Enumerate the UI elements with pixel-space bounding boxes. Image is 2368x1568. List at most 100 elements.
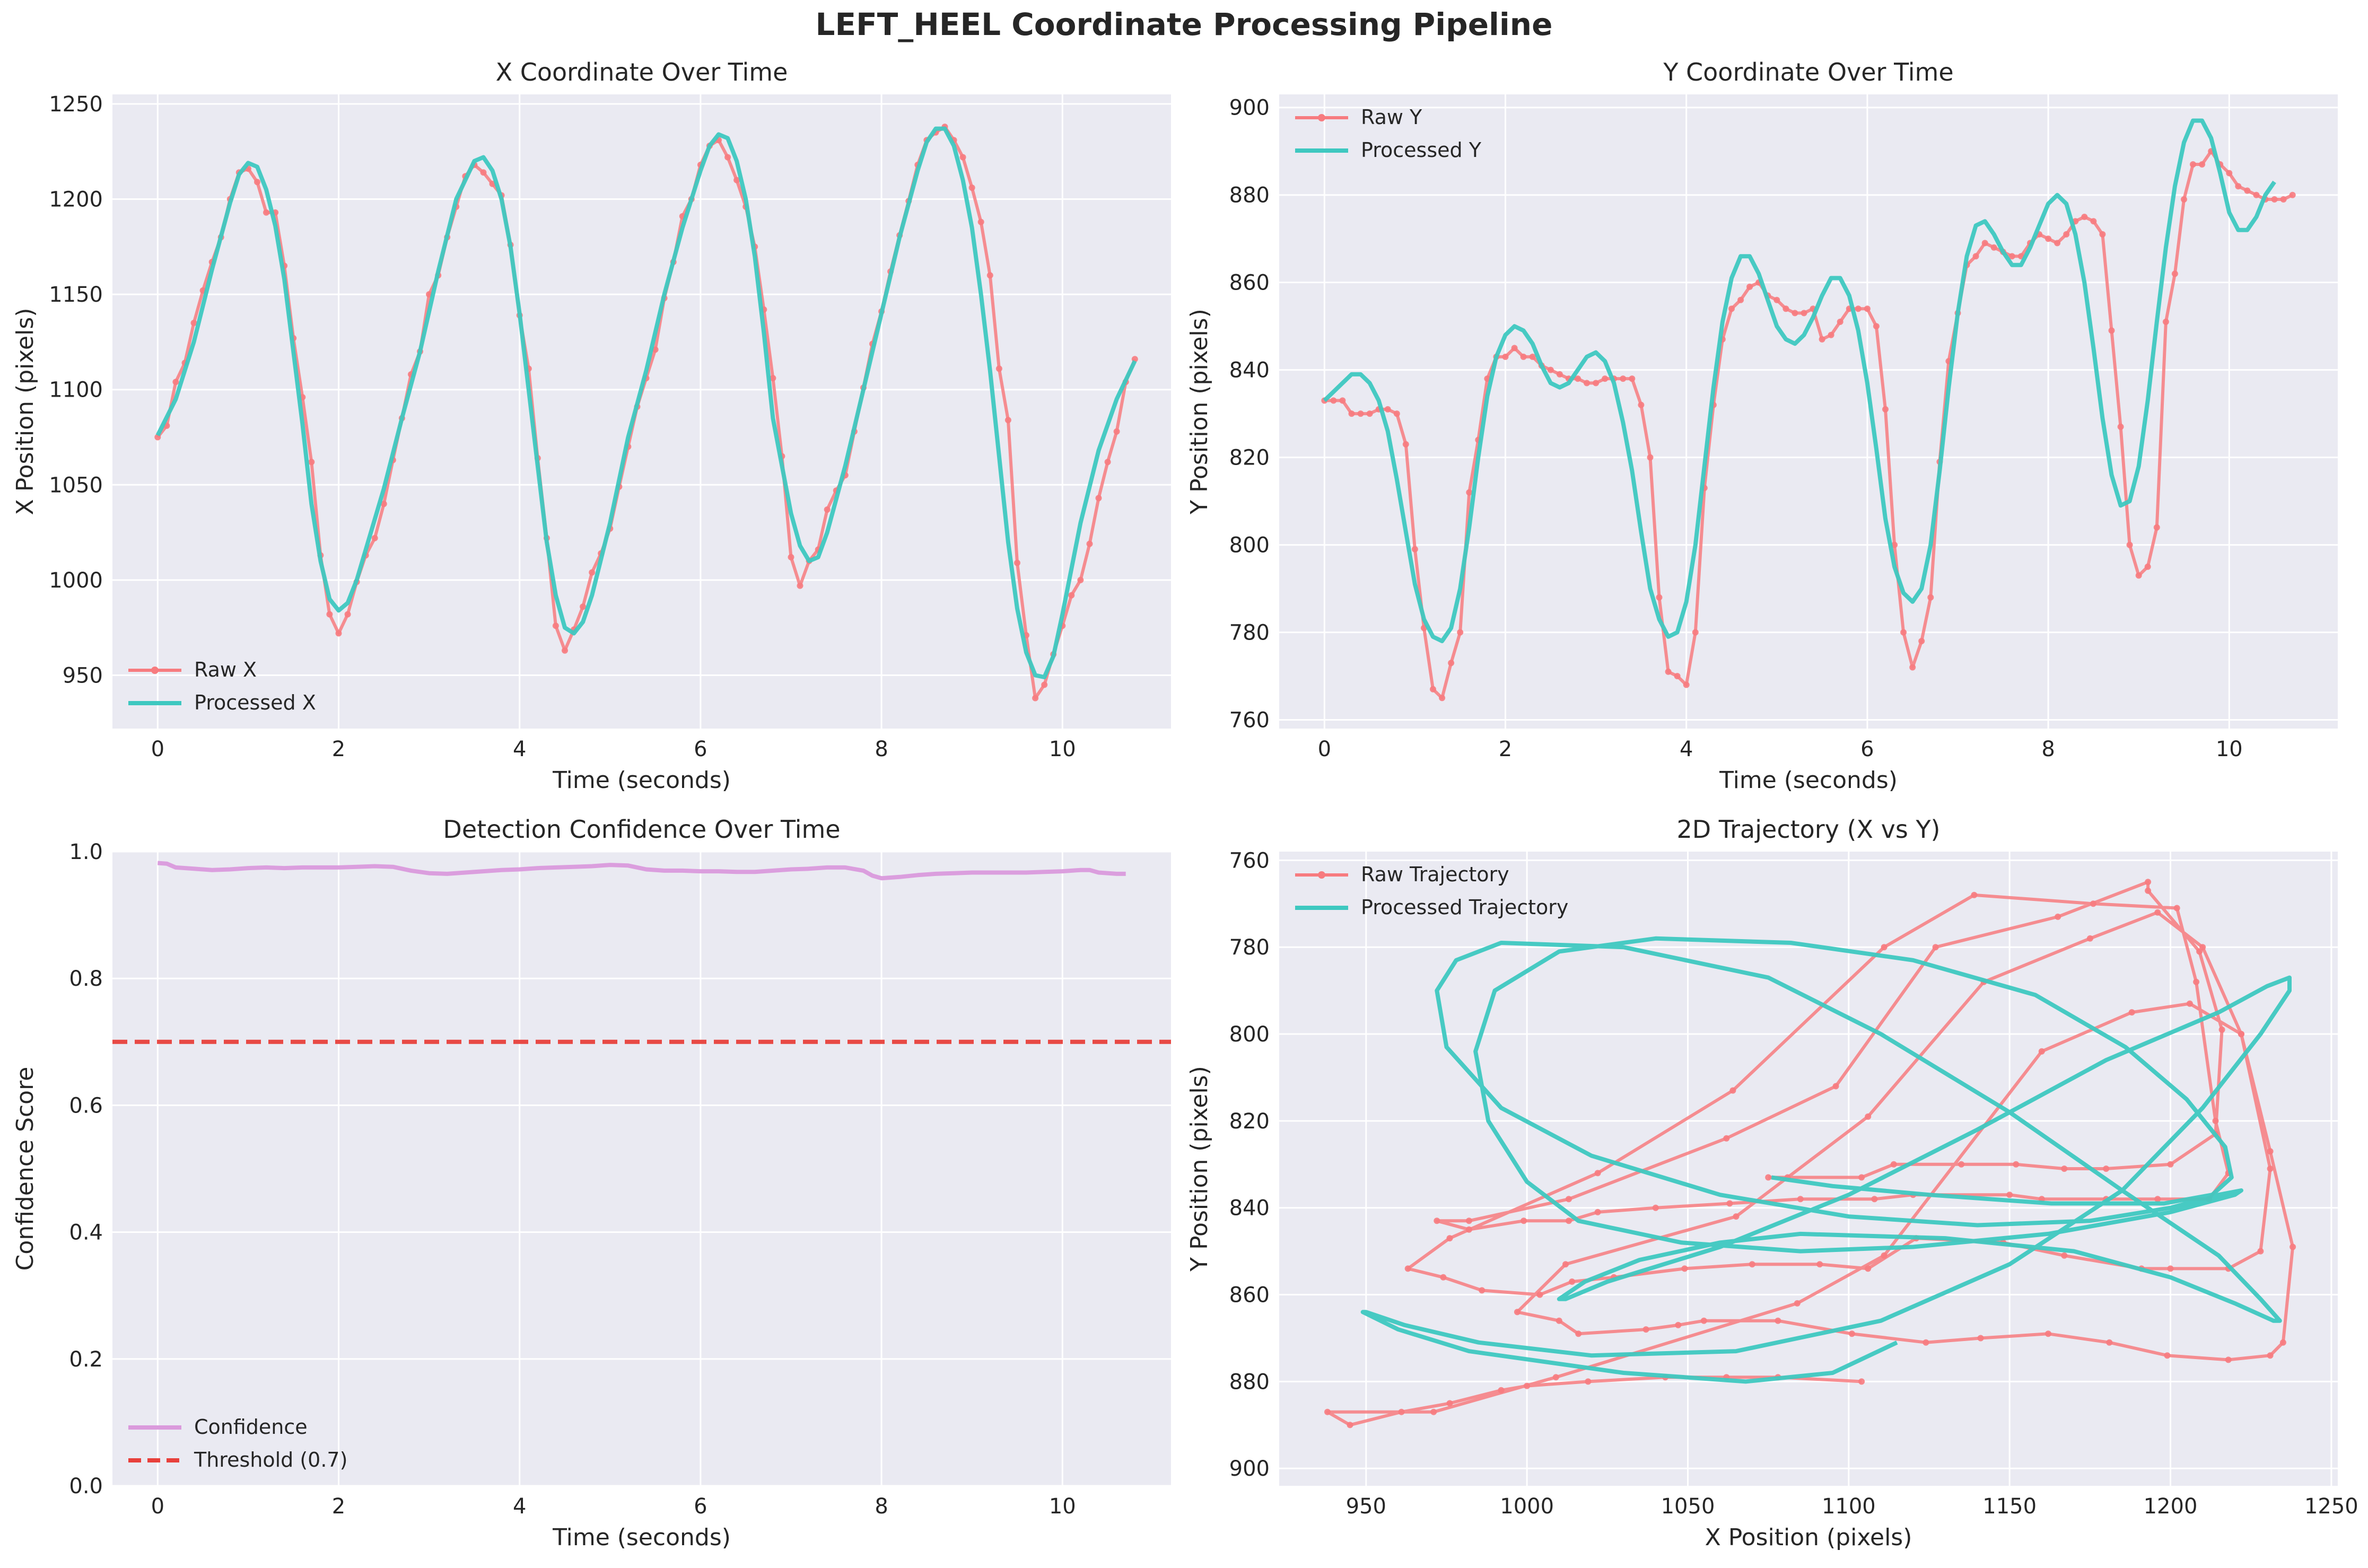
data-point [1095,495,1102,502]
data-point [2008,253,2015,260]
data-point [2061,1252,2068,1259]
data-point [2013,1161,2020,1168]
data-point [1729,1087,1736,1094]
chart-title: X Coordinate Over Time [496,58,788,86]
y-tick-label: 820 [1229,446,1270,470]
data-point [1366,410,1373,417]
data-point [1511,345,1518,352]
data-point [2154,1196,2161,1203]
data-point [2153,524,2160,531]
figure-title: LEFT_HEEL Coordinate Processing Pipeline [815,6,1553,42]
data-point [2086,935,2093,942]
data-point [1402,441,1409,448]
data-point [1465,1217,1472,1224]
data-point [2054,240,2061,247]
y-tick-label: 0.6 [69,1093,103,1118]
data-point [1594,1170,1601,1177]
y-coordinate-chart: 0 2 4 6 8 10 760 780 800 820 840 860 880 900 Y Coordin… [1186,58,2338,794]
data-point [2063,231,2070,238]
x-tick-label: 10 [2216,737,2243,761]
data-point [1728,305,1735,312]
chart-title: Y Coordinate Over Time [1663,58,1953,86]
x-tick-label: 0 [1318,737,1331,761]
data-point [2267,1166,2274,1172]
plot-area [112,852,1171,1486]
data-point [1652,1204,1659,1211]
data-point [263,209,269,216]
data-point [2106,1339,2113,1346]
y-tick-label: 760 [1229,848,1270,873]
data-point [1726,1200,1733,1207]
data-point [1723,1135,1730,1142]
data-point [1339,397,1346,404]
data-point [1404,1265,1411,1272]
data-point [254,179,260,186]
data-point [1990,244,1997,251]
data-point [2117,423,2124,430]
x-tick-label: 8 [2041,737,2055,761]
data-point [1446,1400,1453,1407]
data-point [1465,1226,1472,1233]
data-point [1575,1330,1582,1337]
data-point [1330,397,1337,404]
data-point [1828,331,1834,338]
y-tick-label: 900 [1229,1457,1270,1481]
legend-entry: Confidence [194,1415,308,1439]
x-axis-label: X Position (pixels) [1705,1524,1912,1551]
data-point [2193,978,2200,985]
data-point [1865,1265,1872,1272]
processed-x-line [155,126,1137,679]
legend-entry: Raw Y [1361,106,1422,129]
legend: Confidence Threshold (0.7) [128,1415,347,1471]
data-point [2171,270,2178,277]
data-point [1393,410,1400,417]
data-point [2126,541,2133,548]
y-tick-label: 780 [1229,935,1270,960]
data-point [2267,1352,2274,1359]
data-point [1068,592,1075,599]
data-point [1384,406,1391,413]
y-tick-label: 880 [1229,1370,1270,1394]
x-tick-label: 1150 [1982,1494,2037,1519]
data-point [1584,380,1590,387]
data-point [580,603,587,610]
y-tick-label: 760 [1229,708,1270,733]
legend-entry: Raw X [194,658,257,681]
data-point [308,459,315,466]
data-point [2199,161,2206,168]
data-point [2108,327,2115,334]
y-tick-label: 0.8 [69,967,103,991]
plot-marks [1324,879,2296,1429]
data-point [344,611,351,618]
data-point [1041,681,1048,688]
data-point [770,375,776,382]
data-point [1348,410,1355,417]
data-point [1972,253,1979,260]
chart-title: 2D Trajectory (X vs Y) [1677,815,1941,844]
trajectory-chart: 950 1000 1050 1100 1150 1200 1250 760 780 800 820 8… [1186,815,2358,1551]
data-point [1881,944,1888,951]
data-point [2225,1356,2232,1363]
processed-trajectory-line [1360,936,2292,1384]
legend-entry: Processed Y [1361,138,1482,162]
y-tick-label: 800 [1229,533,1270,558]
legend: Raw X Processed X [128,658,316,714]
x-tick-label: 4 [513,1494,526,1519]
data-point [2253,191,2260,198]
y-tick-label: 0.2 [69,1347,103,1372]
y-tick-label: 820 [1229,1109,1270,1134]
data-point [1104,459,1111,466]
data-point [2279,1339,2286,1346]
data-point [1832,1083,1839,1090]
data-point [2128,1009,2135,1016]
data-point [1794,1300,1801,1307]
y-tick-label: 1200 [49,188,103,212]
data-point [2186,1000,2193,1007]
data-point [1675,1321,1682,1328]
data-point [1440,1274,1447,1281]
data-point [1890,1161,1897,1168]
data-point [2038,1048,2045,1055]
x-tick-label: 6 [694,737,707,761]
data-point [2244,187,2251,194]
data-point [1466,489,1473,496]
